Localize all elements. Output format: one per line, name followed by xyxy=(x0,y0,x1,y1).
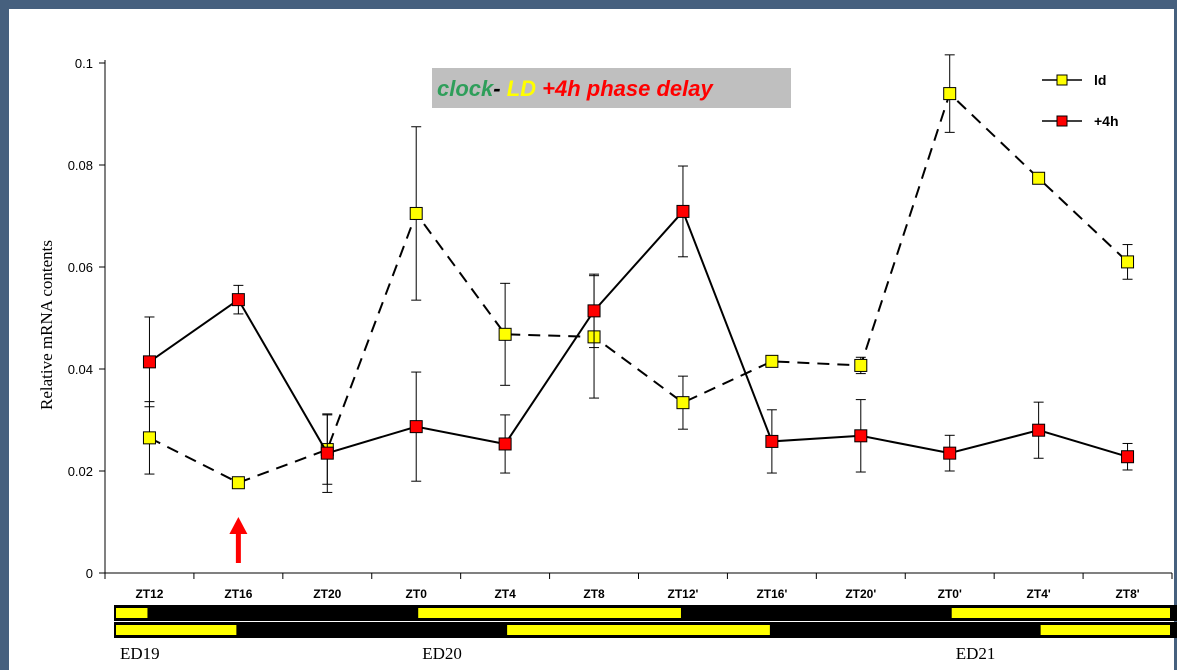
data-point xyxy=(854,358,868,372)
data-point xyxy=(1121,255,1135,269)
x-tick-label: ZT0' xyxy=(938,587,962,601)
data-point xyxy=(409,206,423,220)
x-tick-label: ZT16 xyxy=(224,587,252,601)
day-label: ED21 xyxy=(956,644,996,663)
y-tick-label: 0 xyxy=(86,566,93,581)
x-tick-label: ZT20 xyxy=(313,587,341,601)
x-tick-label: ZT8 xyxy=(583,587,605,601)
phase-annotation: clock- LD +4h phase delay xyxy=(432,68,791,108)
light-bar xyxy=(507,625,770,635)
annotation-text: clock- LD +4h phase delay xyxy=(437,76,715,101)
annotation-part: - xyxy=(493,76,506,101)
legend-marker-4h xyxy=(1056,115,1068,127)
data-point xyxy=(498,437,512,451)
data-point xyxy=(231,476,245,490)
arrow-head xyxy=(229,517,248,534)
data-point xyxy=(676,204,690,218)
data-point xyxy=(765,434,779,448)
y-tick-label: 0.08 xyxy=(68,158,93,173)
data-point xyxy=(409,420,423,434)
light-bar xyxy=(418,608,681,618)
annotation-part: LD xyxy=(507,76,536,101)
y-tick-label: 0.04 xyxy=(68,362,93,377)
data-point xyxy=(231,293,245,307)
day-labels: ED19 ED20 ED21 xyxy=(120,644,995,663)
data-point xyxy=(943,87,957,101)
series-line xyxy=(149,91,1129,484)
data-point xyxy=(498,327,512,341)
light-bar xyxy=(116,625,237,635)
data-point xyxy=(1121,450,1135,464)
red-arrow-icon xyxy=(229,517,248,563)
legend: ld +4h xyxy=(1042,72,1119,129)
x-tick-label: ZT4 xyxy=(494,587,516,601)
annotation-part: +4h phase delay xyxy=(536,76,714,101)
x-tick-label: ZT0 xyxy=(406,587,428,601)
data-point xyxy=(854,429,868,443)
legend-marker-ld xyxy=(1056,74,1068,86)
light-dark-bars xyxy=(114,605,1177,638)
day-label: ED19 xyxy=(120,644,160,663)
x-tick-label: ZT12 xyxy=(135,587,163,601)
y-axis-label: Relative mRNA contents xyxy=(37,240,56,410)
x-tick-label: ZT12' xyxy=(668,587,699,601)
annotation-background xyxy=(432,68,791,108)
data-point xyxy=(1032,171,1046,185)
data-point xyxy=(1032,423,1046,437)
data-point xyxy=(142,355,156,369)
data-point xyxy=(142,431,156,445)
line-chart: 00.020.040.060.080.1 ZT12 ZT16 ZT20 ZT0 ZT4 Z… xyxy=(37,54,1177,663)
series-line xyxy=(148,209,1128,458)
data-point xyxy=(320,446,334,460)
y-tick-label: 0.06 xyxy=(68,260,93,275)
y-tick-label: 0.1 xyxy=(75,56,93,71)
light-bar xyxy=(1040,625,1170,635)
day-label: ED20 xyxy=(422,644,462,663)
light-bar xyxy=(951,608,1170,618)
data-point xyxy=(943,446,957,460)
x-tick-label: ZT4' xyxy=(1027,587,1051,601)
legend-label-ld: ld xyxy=(1094,72,1106,88)
x-ticks: ZT12 ZT16 ZT20 ZT0 ZT4 ZT8 ZT12' ZT16' ZT20' ZT0'… xyxy=(104,573,1173,601)
series-group xyxy=(142,54,1135,493)
annotation-part: clock xyxy=(437,76,495,101)
series-4h xyxy=(142,165,1135,493)
data-point xyxy=(765,354,779,368)
axes xyxy=(104,60,1172,574)
y-tick-label: 0.02 xyxy=(68,464,93,479)
data-point xyxy=(587,304,601,318)
y-ticks: 0 0.02 0.04 0.06 0.08 0.1 xyxy=(68,56,105,581)
light-bar xyxy=(116,608,148,618)
x-tick-label: ZT8' xyxy=(1115,587,1139,601)
x-tick-label: ZT20' xyxy=(845,587,876,601)
legend-label-4h: +4h xyxy=(1094,113,1119,129)
x-tick-label: ZT16' xyxy=(756,587,787,601)
series-ld xyxy=(142,54,1135,490)
data-point xyxy=(676,396,690,410)
